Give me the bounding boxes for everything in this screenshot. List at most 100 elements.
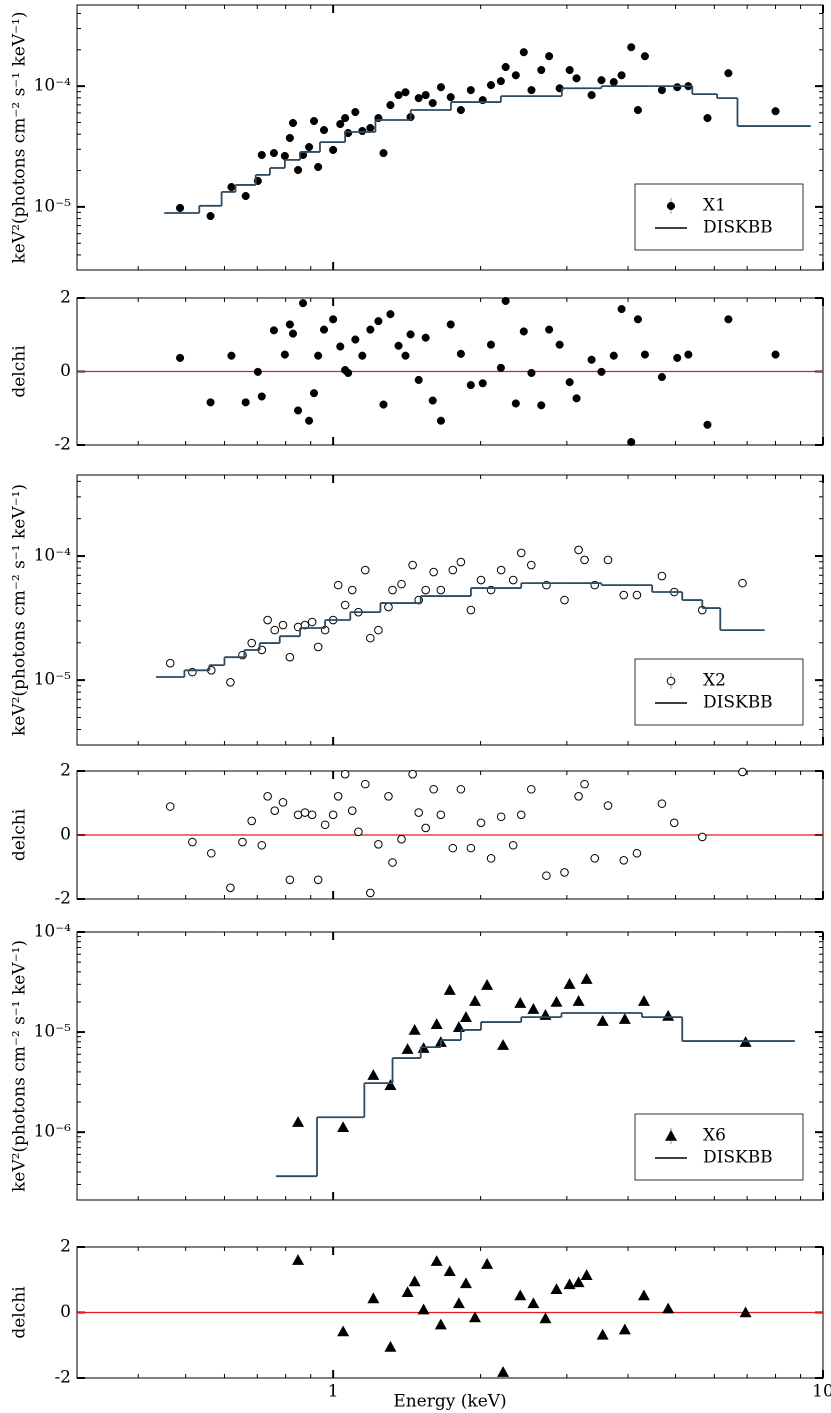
data-point (320, 820, 330, 830)
data-point (397, 579, 406, 589)
data-point (384, 1340, 397, 1352)
data-point (188, 837, 197, 847)
data-point (269, 149, 278, 158)
data-point (336, 342, 345, 351)
data-point (572, 1276, 585, 1288)
data-point (537, 401, 546, 410)
data-point (565, 378, 574, 387)
data-point (436, 810, 446, 820)
y-tick-label: 0 (60, 825, 71, 845)
data-point (176, 203, 185, 212)
data-point (430, 1255, 443, 1266)
data-point (669, 818, 679, 828)
y-axis-label: delchi (10, 345, 30, 398)
y-tick-label: 0 (60, 361, 71, 381)
data-point (206, 211, 215, 221)
data-point (574, 791, 583, 801)
data-point (501, 296, 510, 305)
legend-label: DISKBB (703, 1148, 773, 1168)
data-point (165, 658, 175, 668)
data-point (456, 105, 465, 115)
data-point (771, 350, 780, 359)
x-axis-label: Energy (keV) (393, 1392, 506, 1412)
data-point (587, 91, 596, 100)
data-point (519, 327, 528, 336)
y-axis-label: keV²(photons cm⁻² s⁻¹ keV⁻¹) (10, 940, 30, 1192)
data-point (428, 396, 437, 405)
data-point (619, 590, 629, 600)
data-point (294, 406, 303, 415)
data-point (386, 101, 395, 110)
y-tick-label: 10⁻⁵ (34, 1022, 72, 1042)
data-point (406, 330, 415, 339)
data-point (285, 133, 294, 143)
y-tick-label: 10⁻⁴ (34, 546, 72, 566)
data-point (436, 83, 446, 92)
data-point (421, 823, 430, 833)
data-point (637, 995, 650, 1006)
data-point (367, 1292, 380, 1304)
data-point (617, 71, 626, 80)
plot-frame (76, 4, 824, 271)
data-point (703, 114, 712, 123)
data-point (278, 620, 288, 630)
data-point (397, 834, 406, 844)
data-point (609, 78, 618, 87)
legend-marker (666, 201, 676, 211)
data-point (374, 625, 383, 635)
data-point (476, 818, 486, 828)
data-point (597, 76, 606, 85)
data-point (367, 1069, 380, 1080)
data-point (314, 162, 323, 172)
data-point (456, 557, 466, 567)
data-point (374, 317, 383, 326)
data-point (227, 182, 236, 192)
data-point (366, 633, 375, 643)
data-point (516, 548, 526, 558)
data-point (673, 353, 682, 362)
data-point (394, 91, 403, 100)
data-point (550, 995, 563, 1007)
data-point (456, 784, 466, 794)
y-tick-label: 10⁻⁵ (34, 196, 72, 216)
data-point (563, 1278, 576, 1290)
data-point (360, 565, 370, 575)
data-point (408, 769, 417, 779)
data-point (379, 149, 388, 158)
data-point (436, 416, 446, 425)
data-point (408, 1023, 421, 1035)
y-tick-label: 10⁻⁴ (34, 76, 72, 96)
data-point (574, 545, 583, 555)
data-point (580, 555, 589, 565)
data-point (305, 416, 314, 425)
data-point (226, 883, 235, 893)
data-point (247, 638, 257, 648)
data-point (300, 808, 310, 817)
data-point (394, 341, 403, 350)
data-point (609, 351, 618, 360)
data-point (206, 398, 215, 407)
data-point (241, 398, 250, 407)
data-point (319, 325, 329, 334)
data-point (739, 1306, 752, 1318)
data-point (448, 843, 458, 853)
data-point (497, 1039, 510, 1050)
data-point (414, 375, 423, 385)
data-point (617, 304, 626, 314)
data-point (703, 420, 712, 429)
data-point (206, 848, 216, 858)
data-point (414, 808, 423, 817)
data-point (527, 1297, 540, 1309)
data-point (526, 560, 536, 570)
data-point (257, 392, 266, 401)
data-point (227, 351, 236, 360)
data-point (486, 81, 496, 90)
data-point (496, 565, 506, 575)
data-point (354, 827, 363, 837)
data-point (430, 1018, 443, 1029)
data-point (603, 555, 613, 565)
data-point (555, 340, 564, 349)
data-point (165, 802, 175, 811)
